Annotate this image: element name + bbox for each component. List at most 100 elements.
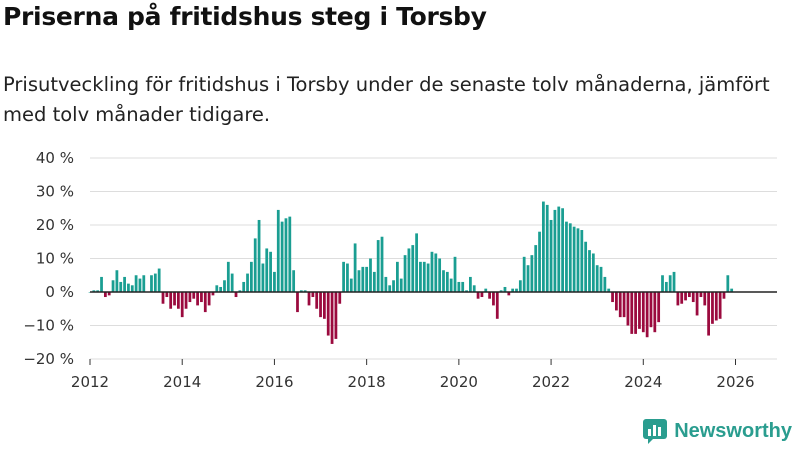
bar [449,278,453,292]
x-tick-label: 2014 [163,373,201,391]
bar [388,285,392,292]
bar [269,251,272,292]
bar [265,248,269,292]
bar [699,292,703,298]
bar [472,285,476,292]
bar [622,292,626,318]
bar [326,292,330,336]
bar [434,253,438,292]
bar [507,292,511,296]
bar [545,204,549,292]
bar [188,292,192,303]
bar [319,292,322,318]
bar [296,292,299,313]
bar [215,285,219,292]
x-tick-label: 2022 [532,373,570,391]
bar [276,209,280,292]
bar [430,251,434,292]
bars [88,201,734,344]
bar [522,256,526,292]
bar [96,290,100,292]
bar [653,292,657,333]
bar [150,275,153,292]
bar [157,268,161,292]
x-tick-label: 2026 [716,373,754,391]
bar [161,292,165,304]
bar [488,292,491,299]
bar [219,286,223,292]
bar [438,258,442,292]
bar [530,255,534,292]
bar [184,292,188,309]
bar [722,292,726,299]
latest-value-label: 1 % [726,0,753,4]
bar [499,290,503,292]
bar [415,233,418,293]
bar [127,283,130,293]
bar [372,271,376,292]
bar [396,261,399,292]
brand-logo: Newsworthy [642,418,792,444]
bar [369,258,372,292]
y-axis: −20 % −10 % 0 % 10 % 20 % 30 % 40 % [23,149,74,368]
bar [688,292,691,298]
bar [226,261,230,292]
x-tick-label: 2020 [440,373,478,391]
bar [711,292,714,324]
bar [303,290,307,292]
bar [553,209,557,292]
bar [211,292,215,296]
bar [445,271,449,292]
x-tick-label: 2024 [624,373,662,391]
bar [534,245,538,292]
bar [307,292,311,306]
bar [730,288,734,292]
bar [718,292,722,319]
bar [346,263,349,292]
bar [691,292,695,303]
y-tick-label: 30 % [36,183,74,201]
bar [249,261,253,292]
bar [207,292,211,306]
bar [618,292,622,318]
bar [518,280,522,292]
bar [476,292,480,299]
y-tick-label: 20 % [36,216,74,234]
bar [192,292,196,299]
bar [280,221,284,292]
bar [684,292,687,301]
bar [626,292,630,326]
bar [357,270,361,292]
y-tick-label: −10 % [23,317,74,335]
bar [230,273,234,292]
bar [511,288,515,292]
x-tick-label: 2018 [348,373,386,391]
chart-title: Priserna på fritidshus steg i Torsby [3,2,487,31]
bar [119,281,123,292]
bar [361,266,365,293]
bar [726,275,730,292]
bar [568,223,572,292]
y-tick-label: 40 % [36,149,74,167]
brand-name: Newsworthy [674,419,792,442]
bar [703,292,707,306]
bar [111,280,115,292]
bar [323,292,326,319]
bar [399,278,403,292]
gridlines [90,157,777,360]
bar [630,292,634,334]
bar [200,292,203,303]
y-tick-label: 0 % [45,283,74,301]
bar [419,261,422,292]
bar [676,292,680,306]
bar [142,275,146,292]
bar [407,248,411,292]
bar [565,221,568,292]
bar [668,275,672,292]
bar [261,263,265,292]
bar [100,276,103,292]
bar [495,292,499,319]
bar [649,292,653,328]
bar [103,292,107,298]
bar [645,292,649,338]
